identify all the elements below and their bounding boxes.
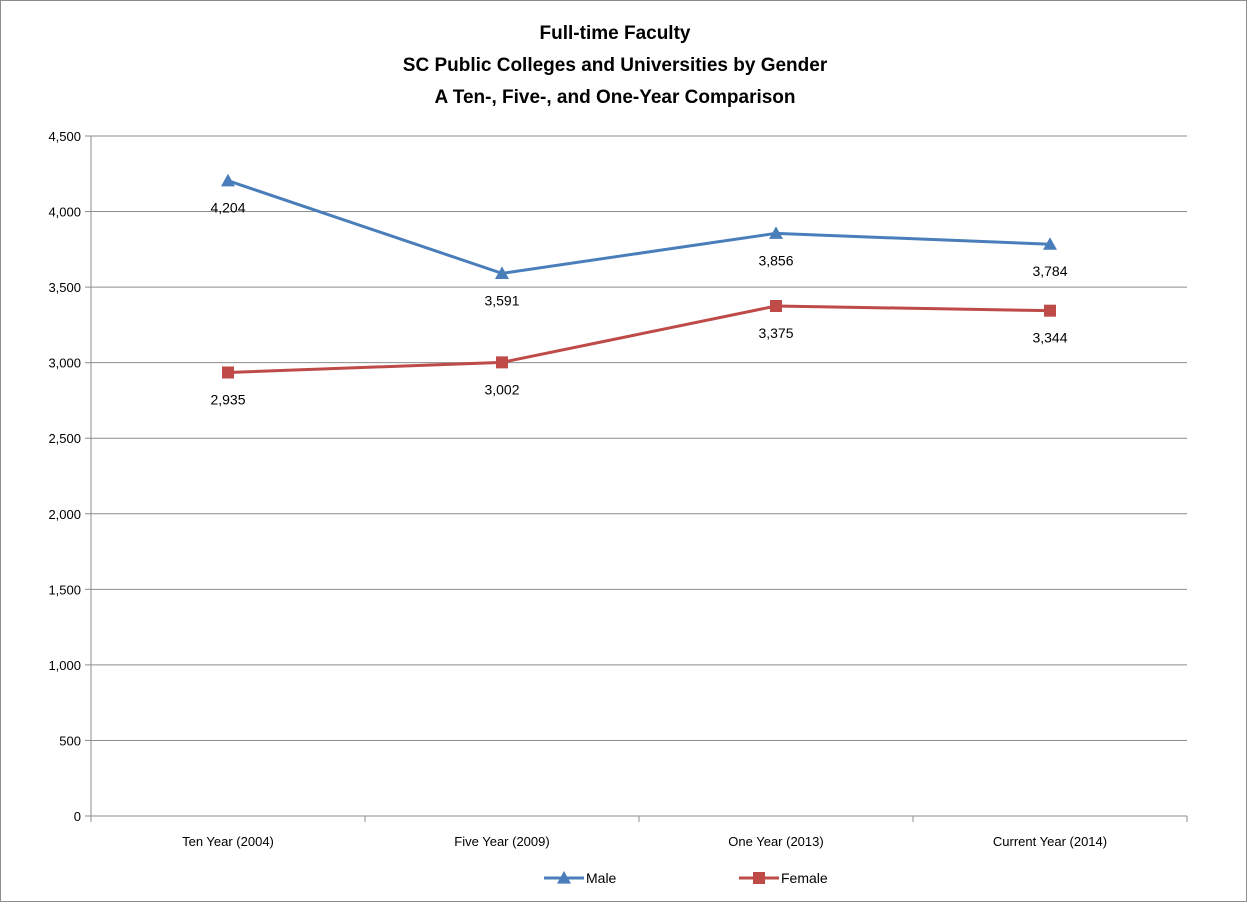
legend-female-marker bbox=[753, 872, 765, 884]
female-data-label-0: 2,935 bbox=[210, 391, 245, 407]
chart-title: Full-time Faculty SC Public Colleges and… bbox=[403, 23, 828, 108]
x-axis: Ten Year (2004) Five Year (2009) One Year … bbox=[90, 815, 1188, 849]
chart-title-line-3: A Ten-, Five-, and One-Year Comparison bbox=[434, 87, 795, 108]
y-tick-label-0: 0 bbox=[74, 809, 81, 824]
male-point-1 bbox=[495, 266, 509, 279]
male-data-label-2: 3,856 bbox=[758, 252, 793, 268]
legend-male-marker bbox=[557, 871, 571, 884]
x-tick-label-3: Current Year (2014) bbox=[993, 834, 1107, 849]
legend-male-label: Male bbox=[586, 870, 617, 886]
male-point-2 bbox=[769, 226, 783, 239]
gridlines bbox=[91, 135, 1187, 741]
series bbox=[221, 173, 1057, 379]
male-data-label-3: 3,784 bbox=[1032, 263, 1067, 279]
y-tick-label-5: 2,500 bbox=[48, 431, 81, 446]
chart-title-line-2: SC Public Colleges and Universities by G… bbox=[403, 55, 828, 76]
y-tick-label-6: 3,000 bbox=[48, 356, 81, 371]
female-data-label-3: 3,344 bbox=[1032, 330, 1067, 346]
female-data-label-2: 3,375 bbox=[758, 325, 793, 341]
y-tick-label-8: 4,000 bbox=[48, 205, 81, 220]
female-series-line bbox=[227, 304, 1051, 374]
data-labels: 4,204 3,591 3,856 3,784 2,935 3,002 3,375 3,344 bbox=[210, 200, 1067, 408]
male-point-3 bbox=[1043, 237, 1057, 250]
female-point-0 bbox=[222, 366, 234, 379]
y-tick-label-2: 1,000 bbox=[48, 658, 81, 673]
y-tick-label-3: 1,500 bbox=[48, 582, 81, 597]
y-tick-label-4: 2,000 bbox=[48, 507, 81, 522]
female-point-2 bbox=[770, 300, 782, 312]
y-axis: 0 500 1,000 1,500 2,000 2,500 3,000 3,500 4,000 4… bbox=[48, 129, 92, 824]
male-point-0 bbox=[221, 173, 235, 187]
x-tick-label-0: Ten Year (2004) bbox=[182, 834, 274, 849]
y-tick-label-1: 500 bbox=[59, 733, 81, 748]
male-data-label-1: 3,591 bbox=[484, 292, 519, 308]
legend: Male Female bbox=[544, 870, 828, 886]
male-series-line bbox=[227, 179, 1051, 275]
female-data-label-1: 3,002 bbox=[484, 381, 519, 397]
male-data-label-0: 4,204 bbox=[210, 200, 245, 216]
female-point-1 bbox=[496, 356, 508, 369]
x-tick-label-2: One Year (2013) bbox=[728, 834, 823, 849]
female-point-3 bbox=[1044, 304, 1056, 317]
y-tick-label-9: 4,500 bbox=[48, 129, 81, 144]
x-tick-label-1: Five Year (2009) bbox=[454, 834, 549, 849]
legend-female-label: Female bbox=[781, 870, 828, 886]
y-tick-label-7: 3,500 bbox=[48, 280, 81, 295]
chart-title-line-1: Full-time Faculty bbox=[540, 23, 691, 44]
